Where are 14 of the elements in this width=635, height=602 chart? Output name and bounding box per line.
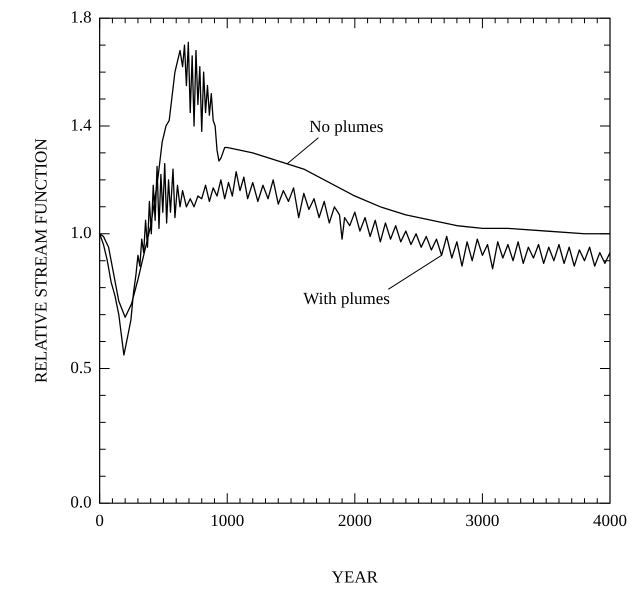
y-axis-title: RELATIVE STREAM FUNCTION: [32, 138, 51, 384]
y-tick-label: 1.0: [70, 223, 92, 242]
x-tick-label: 0: [95, 510, 104, 530]
y-tick-label: 0.0: [70, 492, 92, 512]
x-tick-label: 3000: [465, 510, 500, 530]
y-tick-label: 0.5: [70, 358, 92, 377]
x-tick-label: 1000: [210, 510, 244, 530]
x-tick-label: 2000: [338, 510, 372, 530]
y-tick-label: 1.8: [70, 8, 92, 27]
annotation: No plumes: [309, 117, 384, 136]
annotation: With plumes: [303, 288, 390, 308]
y-tick-label: 1.4: [70, 115, 92, 134]
x-axis-title: YEAR: [332, 567, 379, 586]
x-tick-label: 4000: [593, 510, 627, 530]
